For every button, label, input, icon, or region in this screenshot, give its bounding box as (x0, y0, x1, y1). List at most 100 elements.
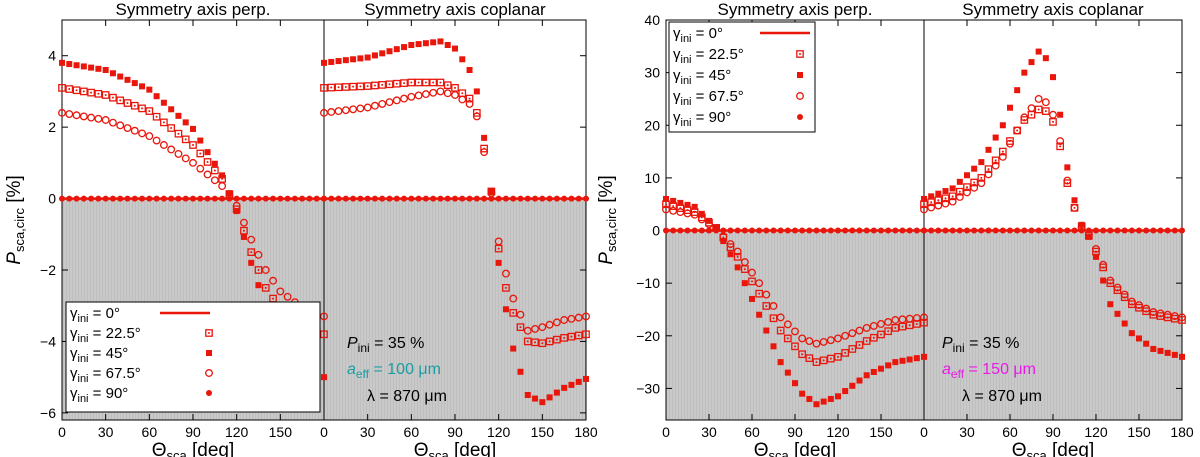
data-point-gamma-45 (1035, 48, 1042, 55)
y-tick-label: 20 (644, 117, 660, 133)
data-point-gamma-67_5 (465, 99, 474, 108)
data-point-gamma-67_5 (963, 188, 971, 197)
data-point-gamma-67_5 (254, 250, 263, 259)
x-axis-label: Θsca [deg] (754, 440, 837, 457)
data-point-gamma-90 (763, 227, 770, 234)
data-point-gamma-67_5 (218, 182, 227, 191)
data-point-gamma-67_5 (1092, 244, 1100, 253)
data-point-gamma-90 (226, 195, 233, 202)
data-point-gamma-67_5 (320, 312, 328, 321)
data-point-gamma-22_5 (1034, 105, 1043, 114)
data-point-gamma-45 (575, 378, 582, 385)
data-point-gamma-22_5-dot (90, 91, 93, 94)
data-point-gamma-45 (720, 238, 727, 245)
data-point-gamma-45 (1085, 233, 1092, 240)
data-point-gamma-67_5 (400, 94, 409, 103)
data-point-gamma-22_5 (516, 323, 525, 331)
data-point-gamma-45 (255, 282, 262, 289)
data-point-gamma-90 (182, 195, 189, 202)
data-point-gamma-22_5 (877, 330, 885, 339)
data-point-gamma-22_5-dot (808, 357, 811, 360)
data-point-gamma-22_5 (1156, 312, 1165, 320)
data-point-gamma-45 (684, 201, 691, 208)
data-point-gamma-67_5 (934, 201, 943, 210)
data-point-gamma-22_5 (984, 165, 993, 173)
data-point-gamma-90 (749, 227, 755, 234)
x-tick-label: 150 (869, 424, 893, 440)
data-point-gamma-22_5 (955, 187, 964, 196)
data-point-gamma-22_5-dot (454, 86, 456, 89)
data-point-gamma-22_5 (1142, 307, 1151, 316)
data-point-gamma-90 (913, 227, 920, 234)
data-point-gamma-22_5-dot (765, 304, 768, 307)
data-point-gamma-45 (539, 399, 546, 406)
x-tick-label: 0 (320, 424, 328, 440)
data-point-gamma-22_5 (783, 334, 792, 343)
data-point-gamma-22_5-dot (966, 186, 968, 189)
data-point-gamma-22_5 (480, 144, 488, 153)
data-point-gamma-90 (870, 227, 877, 234)
data-point-gamma-90 (892, 227, 899, 234)
data-point-gamma-90 (277, 195, 284, 202)
data-point-gamma-45 (459, 56, 466, 63)
data-point-gamma-90 (1143, 227, 1150, 234)
data-point-gamma-90 (1071, 227, 1078, 234)
data-point-gamma-22_5 (977, 174, 986, 182)
data-point-gamma-22_5-dot (184, 138, 187, 141)
data-point-gamma-45 (663, 195, 669, 202)
data-point-gamma-90 (691, 227, 698, 234)
data-point-gamma-22_5-dot (97, 92, 100, 95)
data-point-gamma-45 (885, 362, 892, 369)
data-point-gamma-22_5 (407, 78, 416, 87)
data-point-gamma-67_5 (776, 313, 785, 322)
data-point-gamma-22_5-dot (1030, 113, 1033, 116)
data-point-gamma-45 (784, 369, 791, 376)
data-point-gamma-67_5 (948, 197, 957, 206)
data-point-gamma-22_5-dot (272, 297, 275, 300)
data-point-gamma-22_5-dot (395, 82, 398, 85)
data-point-gamma-22_5-dot (772, 317, 775, 320)
data-point-gamma-45 (553, 389, 560, 396)
y-tick-label: −30 (636, 380, 660, 396)
series-group (662, 48, 1186, 408)
data-point-gamma-67_5 (443, 89, 452, 98)
data-point-gamma-45 (856, 377, 863, 384)
data-point-gamma-67_5 (574, 313, 583, 322)
data-point-gamma-22_5-dot (264, 286, 267, 289)
data-point-gamma-22_5-dot (133, 104, 136, 107)
data-point-gamma-22_5 (755, 289, 764, 298)
data-point-gamma-90 (488, 195, 495, 202)
x-tick-label: 90 (185, 424, 201, 440)
data-point-gamma-22_5 (1178, 316, 1186, 324)
data-point-gamma-90 (219, 195, 226, 202)
data-point-gamma-45 (517, 368, 524, 375)
data-point-gamma-90 (379, 195, 386, 202)
data-point-gamma-67_5 (414, 91, 423, 100)
data-point-gamma-45 (197, 137, 204, 144)
data-point-gamma-67_5 (101, 116, 110, 124)
data-point-gamma-22_5 (920, 318, 928, 327)
data-point-gamma-22_5-dot (352, 85, 355, 88)
data-point-gamma-90 (59, 195, 65, 202)
data-point-gamma-22_5 (261, 284, 270, 292)
data-point-gamma-45 (109, 70, 116, 77)
data-point-gamma-22_5-dot (665, 203, 667, 206)
data-point-gamma-67_5 (662, 205, 670, 214)
data-point-gamma-45 (1064, 164, 1071, 171)
x-tick-label: 60 (1002, 424, 1018, 440)
legend-marker-gamma-90 (206, 390, 212, 396)
data-point-gamma-45 (546, 394, 553, 401)
annotation-p-ini: Pini = 35 % (347, 335, 424, 355)
data-point-gamma-90 (131, 195, 138, 202)
data-point-gamma-22_5 (443, 81, 452, 90)
data-point-gamma-22_5 (819, 356, 828, 365)
x-tick-label: 120 (826, 424, 850, 440)
data-point-gamma-67_5 (819, 337, 828, 346)
data-point-gamma-45 (1078, 221, 1085, 228)
data-point-gamma-22_5 (502, 284, 510, 292)
data-point-gamma-90 (539, 195, 546, 202)
data-point-gamma-67_5 (740, 258, 749, 267)
data-point-gamma-67_5 (1135, 301, 1143, 310)
data-point-gamma-90 (999, 227, 1006, 234)
